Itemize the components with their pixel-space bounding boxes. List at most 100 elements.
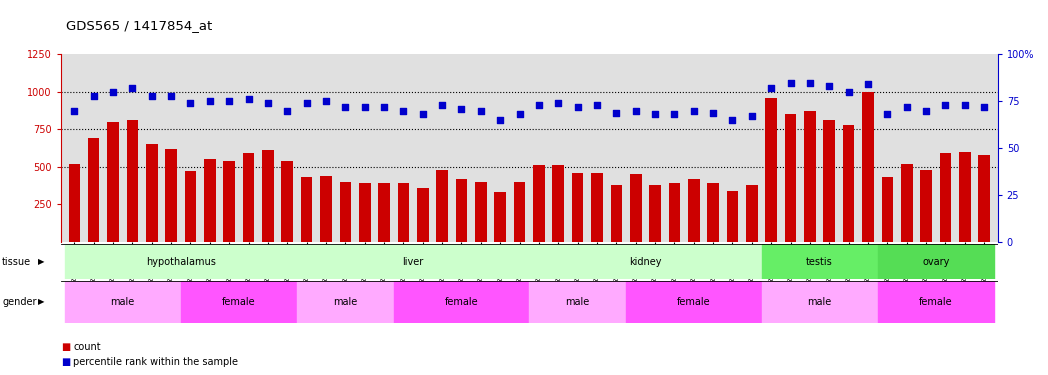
Bar xyxy=(243,153,255,242)
Text: ■: ■ xyxy=(61,342,70,352)
Point xyxy=(260,100,277,106)
Point xyxy=(879,111,896,117)
Point xyxy=(763,85,780,91)
Point xyxy=(667,111,683,117)
Text: kidney: kidney xyxy=(629,256,661,267)
Bar xyxy=(262,150,274,242)
Bar xyxy=(591,173,603,242)
Bar xyxy=(940,153,952,242)
Bar xyxy=(394,281,529,322)
Point xyxy=(569,104,586,110)
Point xyxy=(918,108,935,114)
Point xyxy=(124,85,140,91)
Bar xyxy=(107,122,118,242)
Bar xyxy=(901,164,913,242)
Bar xyxy=(877,281,994,322)
Point xyxy=(337,104,354,110)
Bar xyxy=(650,185,661,242)
Point xyxy=(821,83,837,89)
Text: male: male xyxy=(807,297,832,307)
Bar xyxy=(669,183,680,242)
Point xyxy=(608,110,625,116)
Bar xyxy=(863,92,874,242)
Point xyxy=(414,111,431,117)
Point xyxy=(279,108,296,114)
Point xyxy=(395,108,412,114)
Text: ▶: ▶ xyxy=(38,257,44,266)
Text: female: female xyxy=(677,297,711,307)
Bar xyxy=(436,170,447,242)
Point xyxy=(453,106,470,112)
Point xyxy=(802,80,818,86)
Bar xyxy=(223,161,235,242)
Point xyxy=(937,102,954,108)
Bar xyxy=(181,281,297,322)
Point xyxy=(221,98,238,104)
Bar xyxy=(626,281,762,322)
Text: hypothalamus: hypothalamus xyxy=(146,256,216,267)
Bar xyxy=(726,191,738,242)
Bar xyxy=(529,281,626,322)
Text: percentile rank within the sample: percentile rank within the sample xyxy=(73,357,238,367)
Bar xyxy=(417,188,429,242)
Bar xyxy=(495,192,506,242)
Bar xyxy=(297,244,529,279)
Point xyxy=(299,100,315,106)
Bar xyxy=(301,177,312,242)
Text: female: female xyxy=(444,297,478,307)
Bar xyxy=(166,149,177,242)
Point xyxy=(473,108,489,114)
Text: tissue: tissue xyxy=(2,256,31,267)
Bar xyxy=(456,179,467,242)
Bar xyxy=(762,244,877,279)
Bar xyxy=(920,170,932,242)
Point xyxy=(530,102,547,108)
Text: gender: gender xyxy=(2,297,37,307)
Bar xyxy=(533,165,545,242)
Bar xyxy=(824,120,835,242)
Text: count: count xyxy=(73,342,101,352)
Point xyxy=(66,108,83,114)
Text: female: female xyxy=(919,297,953,307)
Bar xyxy=(184,171,196,242)
Point xyxy=(957,102,974,108)
Bar xyxy=(881,177,893,242)
Bar xyxy=(552,165,564,242)
Bar xyxy=(979,155,990,242)
Point xyxy=(724,117,741,123)
Bar xyxy=(765,98,777,242)
Point xyxy=(859,81,876,87)
Text: GDS565 / 1417854_at: GDS565 / 1417854_at xyxy=(66,19,213,32)
Point xyxy=(589,102,606,108)
Point xyxy=(840,89,857,95)
Text: ■: ■ xyxy=(61,357,70,367)
Bar xyxy=(746,185,758,242)
Bar xyxy=(297,281,394,322)
Bar xyxy=(843,125,854,242)
Bar xyxy=(877,244,994,279)
Point xyxy=(511,111,528,117)
Text: testis: testis xyxy=(806,256,833,267)
Point xyxy=(492,117,508,123)
Bar xyxy=(68,164,80,242)
Point xyxy=(318,98,334,104)
Text: liver: liver xyxy=(402,256,423,267)
Bar xyxy=(146,144,157,242)
Bar xyxy=(65,244,297,279)
Bar xyxy=(529,244,762,279)
Point xyxy=(375,104,392,110)
Point xyxy=(240,96,257,102)
Text: ovary: ovary xyxy=(922,256,949,267)
Point xyxy=(144,93,160,99)
Bar xyxy=(785,114,796,242)
Point xyxy=(85,93,102,99)
Bar xyxy=(88,138,100,242)
Point xyxy=(201,98,218,104)
Bar xyxy=(282,161,293,242)
Point xyxy=(628,108,645,114)
Point xyxy=(743,113,760,119)
Point xyxy=(162,93,179,99)
Text: male: male xyxy=(566,297,590,307)
Point xyxy=(782,80,799,86)
Bar xyxy=(804,111,815,242)
